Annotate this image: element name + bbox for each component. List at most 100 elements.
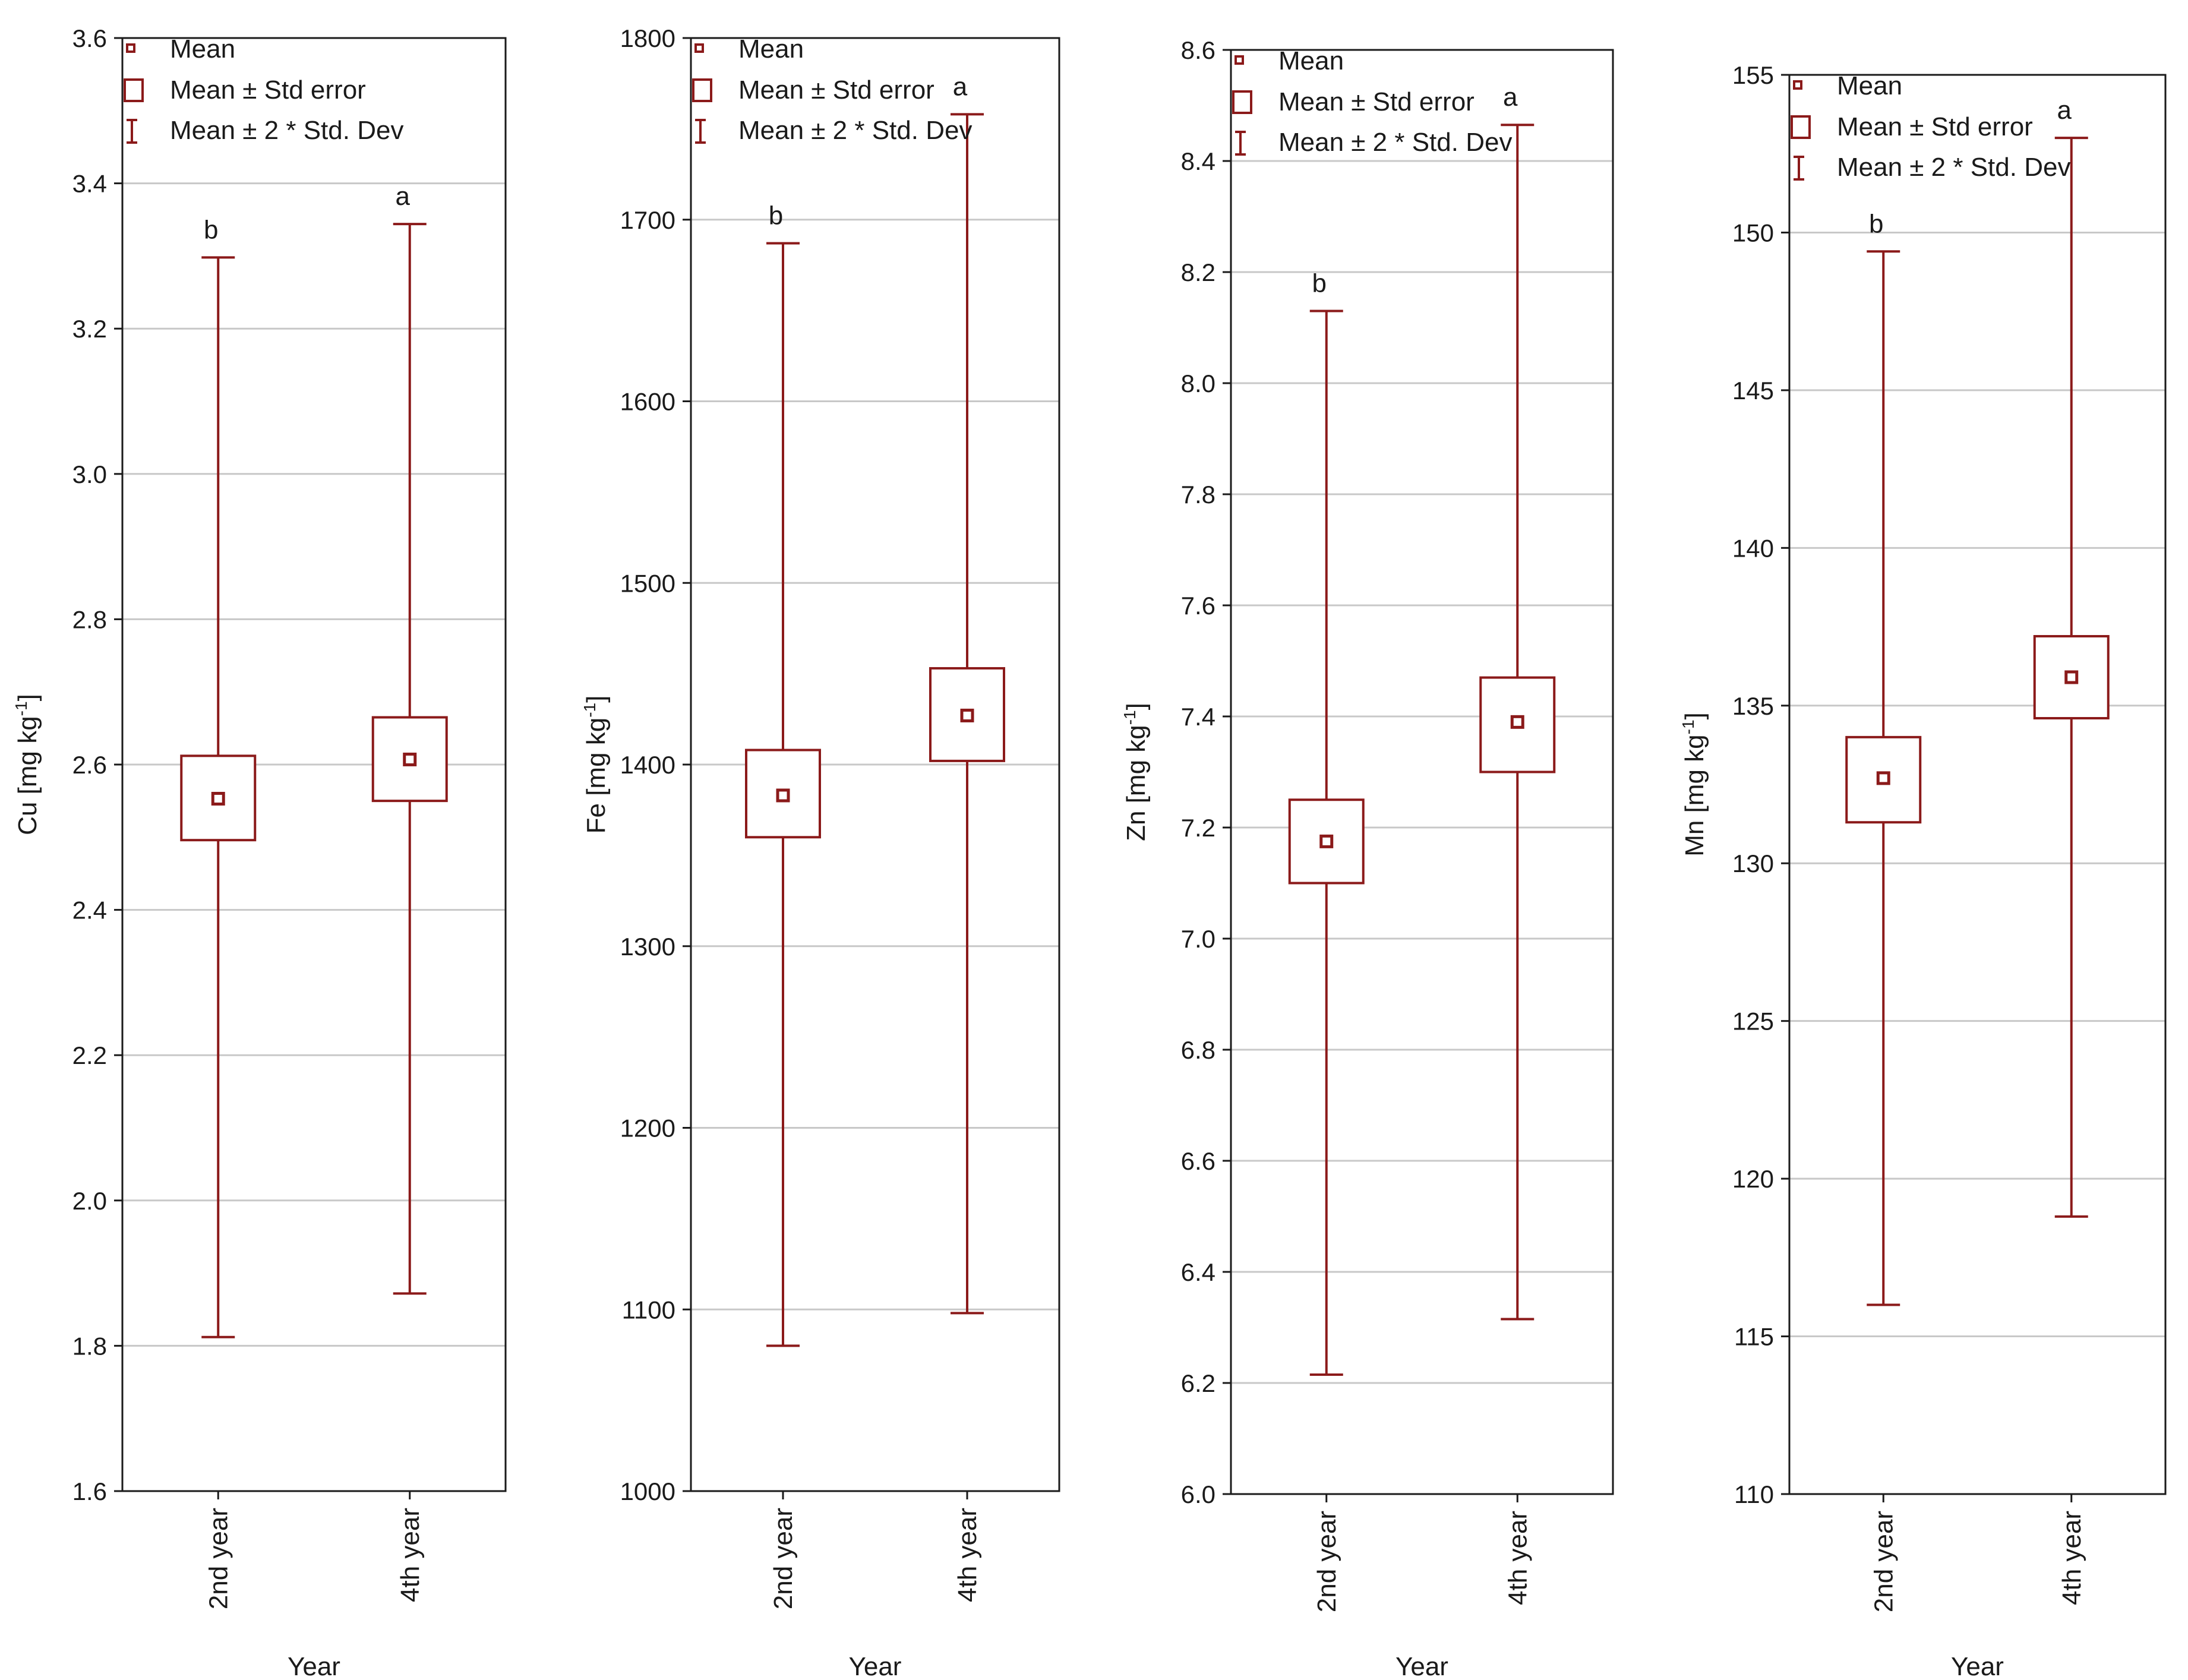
y-tick-label: 8.6 — [1181, 36, 1215, 64]
mean-marker — [1319, 834, 1334, 848]
legend-label-std-dev: Mean ± 2 * Std. Dev — [738, 116, 972, 145]
y-tick-label: 1400 — [620, 751, 675, 779]
y-tick-label: 125 — [1732, 1008, 1774, 1035]
y-tick-label: 3.0 — [72, 460, 107, 488]
legend-mean-icon — [126, 43, 135, 53]
mean-marker — [2064, 670, 2079, 684]
y-tick-label: 110 — [1734, 1480, 1774, 1508]
legend-std-error-icon — [124, 78, 144, 102]
y-axis-title-sup: -1 — [580, 703, 599, 718]
y-axis-title-main: Fe [mg kg — [582, 718, 611, 834]
legend-std-error-icon — [692, 78, 712, 102]
y-tick-label: 8.0 — [1181, 370, 1215, 397]
y-tick-label: 7.0 — [1181, 925, 1215, 953]
y-tick-label: 1100 — [622, 1296, 675, 1324]
plot-frame — [690, 37, 1060, 1492]
mean-marker — [211, 791, 225, 806]
plot-frame — [1788, 74, 2167, 1495]
legend-std-error-icon — [1232, 90, 1252, 114]
legend-label-std-error: Mean ± Std error — [1837, 112, 2033, 141]
chart-panel-3: 6.0 6.2 6.4 6.6 6.8 7.0 7.2 7.4 7.6 7.8 8.0 8.2 8.4 8… — [1120, 36, 1614, 1680]
y-tick-label: 150 — [1732, 219, 1774, 247]
y-tick-label: 1500 — [620, 569, 675, 597]
y-axis-title-close: ] — [1122, 703, 1151, 710]
y-tick-label: 140 — [1732, 534, 1774, 562]
y-tick-label: 135 — [1732, 692, 1774, 720]
legend-mean-icon — [1793, 80, 1802, 90]
y-tick-label: 1.6 — [72, 1477, 107, 1505]
y-tick-label: 6.8 — [1181, 1036, 1215, 1064]
legend: Mean Mean ± Std error Mean ± 2 * Std. Dev — [1791, 71, 2070, 182]
y-tick-label: 1300 — [620, 933, 675, 961]
category-label: 4th year — [1503, 1511, 1532, 1605]
y-tick-label: 1000 — [620, 1477, 675, 1505]
y-tick-label: 1700 — [620, 206, 675, 234]
legend-label-std-dev: Mean ± 2 * Std. Dev — [170, 116, 403, 145]
mean-marker — [403, 752, 417, 766]
x-axis-title: Year — [1951, 1652, 2004, 1680]
significance-letter: b — [1869, 209, 1883, 238]
y-axis-title-main: Cu [mg kg — [13, 716, 42, 835]
legend-mean-icon — [1235, 55, 1244, 65]
y-tick-label: 145 — [1732, 377, 1774, 405]
y-tick-label: 1600 — [620, 388, 675, 416]
mean-marker — [1876, 771, 1890, 785]
legend-label-std-error: Mean ± Std error — [1278, 87, 1475, 116]
legend-label-mean: Mean — [170, 34, 235, 64]
y-tick-label: 155 — [1732, 61, 1774, 89]
y-axis-title-close: ] — [13, 694, 42, 701]
y-tick-label: 7.8 — [1181, 481, 1215, 509]
y-tick-label: 6.6 — [1181, 1147, 1215, 1175]
y-tick-label: 1.8 — [72, 1332, 107, 1360]
x-axis-title: Year — [849, 1652, 902, 1680]
legend: Mean Mean ± Std error Mean ± 2 * Std. Dev — [692, 34, 972, 145]
y-tick-label: 2.8 — [72, 605, 107, 633]
category-label: 4th year — [2057, 1511, 2086, 1605]
y-axis-title-sup: -1 — [1679, 719, 1697, 734]
y-tick-label: 6.0 — [1181, 1480, 1215, 1508]
chart-panel-4: 110 115 120 125 130 135 140 145 150 155 Mn [mg kg-… — [1679, 61, 2167, 1680]
legend: Mean Mean ± Std error Mean ± 2 * Std. Dev — [1232, 46, 1512, 157]
plot-frame — [1230, 49, 1614, 1495]
y-tick-label: 6.2 — [1181, 1369, 1215, 1397]
mean-marker — [960, 708, 974, 722]
x-axis-title: Year — [288, 1652, 340, 1680]
legend-std-error-icon — [1791, 115, 1811, 139]
y-tick-label: 1800 — [620, 24, 675, 52]
category-label: 2nd year — [1869, 1511, 1898, 1612]
y-tick-label: 7.4 — [1181, 703, 1215, 731]
y-axis-title: Zn [mg kg-1] — [1120, 703, 1151, 841]
plot-frame — [121, 37, 507, 1492]
y-tick-label: 7.2 — [1181, 814, 1215, 842]
significance-letter: b — [204, 215, 218, 244]
mean-marker — [1510, 715, 1524, 729]
y-axis-title: Cu [mg kg-1] — [12, 694, 42, 835]
legend-label-mean: Mean — [738, 34, 804, 64]
significance-letter: b — [1312, 269, 1327, 298]
category-label: 2nd year — [204, 1508, 233, 1609]
category-label: 4th year — [396, 1508, 425, 1602]
y-tick-label: 3.6 — [72, 24, 107, 52]
y-tick-label: 1200 — [620, 1114, 675, 1142]
y-axis-title-sup: -1 — [1120, 710, 1139, 725]
y-tick-label: 115 — [1734, 1323, 1774, 1351]
x-axis-title: Year — [1395, 1652, 1448, 1680]
legend-label-mean: Mean — [1837, 71, 1902, 100]
y-axis-title-close: ] — [582, 696, 611, 703]
y-tick-label: 8.4 — [1181, 147, 1215, 175]
category-label: 2nd year — [1312, 1511, 1341, 1612]
y-tick-label: 8.2 — [1181, 258, 1215, 286]
y-axis-title-main: Zn [mg kg — [1122, 725, 1151, 841]
y-axis-title: Mn [mg kg-1] — [1679, 712, 1709, 857]
y-tick-label: 130 — [1732, 850, 1774, 877]
y-tick-label: 6.4 — [1181, 1258, 1215, 1286]
category-label: 2nd year — [769, 1508, 798, 1609]
y-tick-label: 2.0 — [72, 1187, 107, 1215]
legend-label-std-dev: Mean ± 2 * Std. Dev — [1837, 153, 2070, 182]
y-tick-label: 7.6 — [1181, 592, 1215, 620]
y-axis-title-sup: -1 — [12, 701, 30, 716]
y-tick-label: 3.4 — [72, 170, 107, 198]
legend: Mean Mean ± Std error Mean ± 2 * Std. Dev — [124, 34, 403, 145]
significance-letter: a — [1503, 83, 1518, 112]
